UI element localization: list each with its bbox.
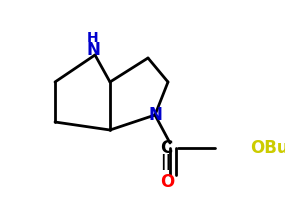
Text: OBu-t: OBu-t [250, 139, 285, 157]
Text: H: H [87, 31, 99, 45]
Text: ||: || [160, 154, 172, 170]
Text: N: N [148, 106, 162, 124]
Text: O: O [160, 173, 174, 191]
Text: C: C [160, 139, 172, 157]
Text: N: N [86, 41, 100, 59]
